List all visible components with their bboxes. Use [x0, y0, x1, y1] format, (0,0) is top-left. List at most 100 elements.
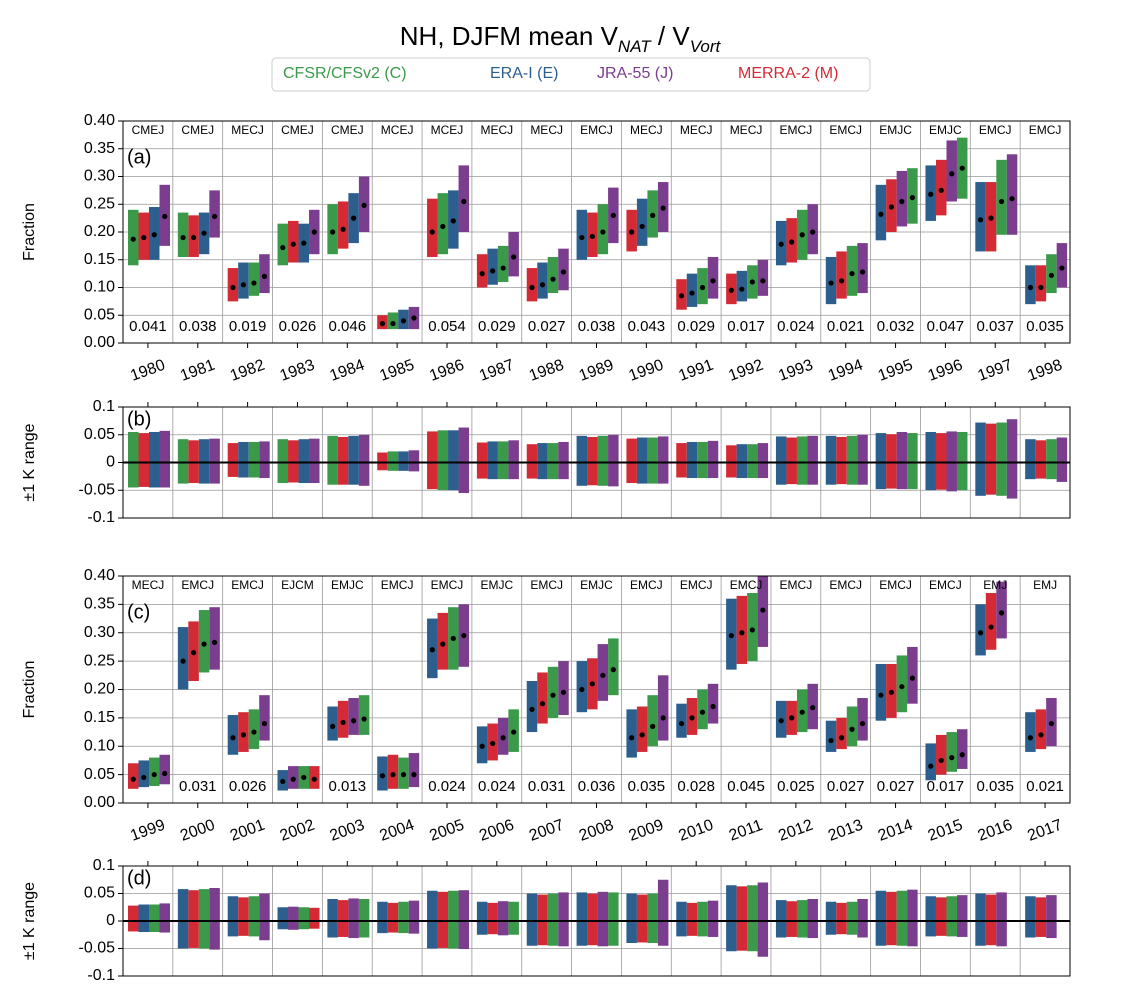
mean-dot: [888, 689, 894, 695]
bar: [857, 899, 868, 938]
bar: [636, 894, 648, 943]
bar: [508, 232, 519, 277]
mean-dot: [778, 241, 784, 247]
x-tick-label: 2002: [278, 817, 317, 845]
mean-dot: [500, 265, 506, 271]
bar: [437, 193, 449, 255]
bar: [807, 899, 818, 939]
bar: [427, 431, 438, 490]
order-label: EMCJ: [1029, 123, 1062, 137]
bar: [526, 893, 538, 946]
mean-dot: [240, 732, 247, 738]
bar: [996, 581, 1007, 639]
bar: [985, 894, 997, 946]
bar: [487, 902, 498, 935]
mean-dot: [650, 212, 656, 218]
order-label: MECJ: [730, 123, 763, 137]
bar: [757, 443, 769, 479]
mean-dot: [799, 232, 805, 238]
bar: [1006, 419, 1018, 499]
mean-dot: [699, 284, 706, 291]
mean-dot: [949, 171, 955, 177]
order-label: EMJ: [1033, 578, 1057, 592]
bar: [736, 595, 748, 664]
mean-dot: [230, 284, 236, 291]
spread-label: 0.046: [329, 318, 367, 335]
bar: [159, 430, 170, 488]
y-tick-label: 0.40: [84, 112, 115, 129]
spread-label: 0.038: [578, 318, 616, 335]
y-tick-label: -0.1: [87, 967, 115, 983]
bar: [886, 891, 897, 946]
bar: [437, 430, 449, 491]
mean-dot: [888, 204, 894, 210]
x-tick-label: 1994: [826, 357, 865, 385]
x-tick-label: 2004: [377, 817, 416, 845]
bar: [896, 431, 908, 490]
bar: [327, 706, 338, 741]
bar: [996, 422, 1007, 496]
mean-dot: [180, 658, 186, 664]
mean-dot: [201, 230, 207, 236]
y-axis-label: Fraction: [21, 203, 38, 261]
bar: [448, 430, 459, 491]
bar: [576, 892, 588, 946]
order-label: MCEJ: [381, 123, 414, 137]
bar: [608, 434, 619, 487]
order-label: MCEJ: [431, 123, 464, 137]
order-label: EMCJ: [730, 578, 763, 592]
y-tick-label: 0.30: [84, 168, 115, 185]
x-tick-label: 2012: [776, 817, 815, 845]
spread-label: 0.025: [777, 778, 815, 795]
mean-dot: [650, 723, 656, 729]
y-tick-label: 0: [106, 912, 115, 929]
order-label: EMCJ: [929, 578, 962, 592]
bar: [198, 889, 210, 949]
order-label: EMJ: [983, 578, 1007, 592]
x-tick-label: 1992: [726, 357, 765, 385]
bar: [857, 698, 868, 741]
bar: [985, 423, 997, 495]
bar: [996, 892, 1007, 947]
bar: [238, 441, 249, 478]
mean-dot: [511, 729, 517, 735]
bar: [198, 439, 210, 484]
mean-dot: [959, 165, 965, 171]
bar: [508, 440, 519, 480]
bar: [875, 433, 887, 490]
order-label: MECJ: [132, 578, 165, 592]
mean-dot: [311, 776, 317, 782]
bar: [1035, 440, 1047, 479]
x-tick-label: 1997: [976, 357, 1015, 385]
spread-label: 0.028: [677, 778, 715, 795]
bar: [657, 675, 669, 741]
bar: [327, 435, 338, 485]
bar: [925, 743, 936, 781]
bar: [597, 435, 609, 486]
bar: [177, 212, 189, 257]
x-tick-label: 2005: [427, 817, 466, 845]
mean-dot: [610, 667, 616, 673]
order-label: EMCJ: [181, 578, 214, 592]
mean-dot: [629, 229, 635, 235]
y-tick-label: 0.05: [84, 426, 115, 443]
mean-dot: [440, 641, 446, 647]
mean-dot: [190, 650, 197, 656]
bar: [128, 905, 139, 932]
mean-dot: [180, 234, 186, 241]
bar: [657, 879, 669, 946]
bar: [956, 895, 968, 937]
bar: [547, 256, 559, 294]
spread-label: 0.029: [478, 318, 516, 335]
bar: [1025, 265, 1036, 305]
mean-dot: [689, 290, 695, 296]
spread-label: 0.024: [478, 778, 516, 795]
bar: [387, 451, 399, 471]
mean-dot: [1027, 284, 1034, 291]
bar: [996, 159, 1007, 235]
bar: [259, 441, 270, 479]
bar: [975, 893, 986, 946]
x-tick-label: 2000: [178, 817, 217, 845]
bar: [707, 900, 719, 937]
bar: [128, 763, 139, 789]
